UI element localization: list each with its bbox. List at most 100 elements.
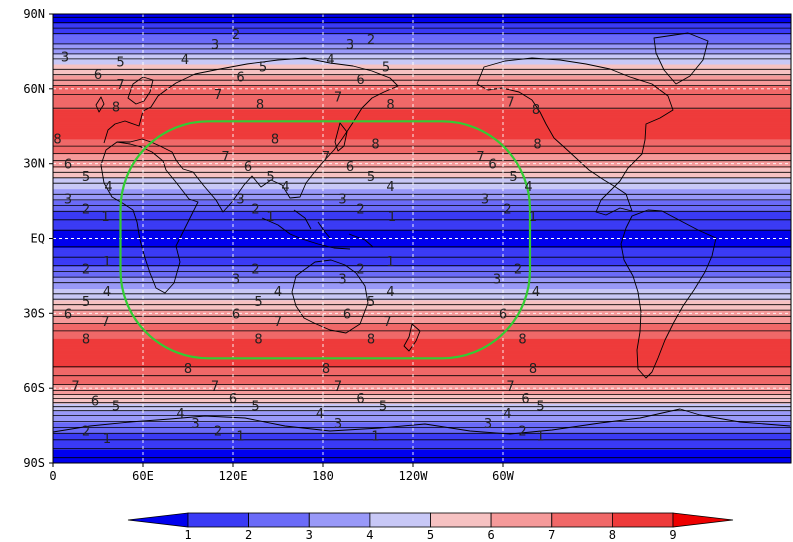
color-band (53, 318, 791, 321)
color-band (53, 434, 791, 437)
color-band (53, 330, 791, 333)
colorbar-segment (430, 512, 492, 528)
contour-value-label: 6 (499, 307, 507, 322)
color-band (53, 111, 791, 114)
color-band (53, 91, 791, 94)
contour-value-label: 1 (266, 210, 274, 225)
contour-value-label: 6 (64, 158, 72, 173)
colorbar-tick-label: 2 (245, 528, 252, 542)
contour-value-label: 7 (221, 150, 229, 165)
color-band (53, 129, 791, 132)
color-band (53, 446, 791, 449)
contour-value-label: 3 (346, 38, 354, 53)
color-band (53, 96, 791, 99)
lat-tick-label: 90N (23, 7, 45, 21)
contour-value-label: 3 (338, 272, 346, 287)
color-band (53, 163, 791, 166)
contour-value-label: 7 (383, 315, 391, 330)
contour-value-label: 7 (101, 315, 109, 330)
contour-value-label: 7 (476, 150, 484, 165)
color-band (53, 191, 791, 193)
color-band (53, 285, 791, 288)
coast-indonesia (261, 209, 374, 250)
color-band (53, 40, 791, 43)
color-band (53, 226, 791, 228)
color-band (53, 376, 791, 379)
color-band (53, 250, 791, 253)
color-band (53, 28, 791, 31)
color-band (53, 431, 791, 434)
lat-tick-label: 30S (23, 306, 45, 320)
color-band (53, 189, 791, 192)
color-band (53, 223, 791, 226)
color-band (53, 106, 791, 109)
contour-value-label: 1 (236, 430, 244, 445)
color-band (53, 131, 791, 134)
color-band (53, 108, 791, 111)
color-band (53, 158, 791, 161)
color-band (53, 239, 791, 242)
color-band (53, 406, 791, 409)
color-band (53, 70, 791, 72)
color-band (53, 260, 791, 263)
contour-value-label: 8 (529, 362, 537, 377)
color-band (53, 383, 791, 386)
color-band (53, 203, 791, 206)
color-band (53, 368, 791, 371)
color-band (53, 202, 791, 205)
contour-value-label: 8 (82, 332, 90, 347)
color-band (53, 449, 791, 452)
color-band (53, 154, 791, 157)
color-band (53, 76, 791, 79)
contour-value-label: 4 (532, 285, 540, 300)
color-band (53, 68, 791, 71)
color-band (53, 71, 791, 74)
contour-value-label: 4 (386, 180, 394, 195)
contour-value-label: 8 (271, 133, 279, 148)
color-band (53, 332, 791, 334)
color-band (53, 348, 791, 351)
color-band (53, 344, 791, 347)
contour-value-label: 1 (536, 430, 544, 445)
color-band (53, 299, 791, 302)
color-band (53, 117, 791, 120)
color-band (53, 258, 791, 261)
color-band (53, 105, 791, 107)
color-band (53, 353, 791, 356)
contour-value-label: 3 (232, 272, 240, 287)
contour-value-label: 8 (386, 98, 394, 113)
color-band (53, 231, 791, 233)
lon-tick-label: 120W (399, 469, 429, 483)
color-band (53, 88, 791, 91)
color-band (53, 308, 791, 311)
contour-value-label: 5 (254, 295, 262, 310)
color-band (53, 217, 791, 220)
contour-value-label: 7 (506, 380, 514, 395)
contour-value-label: 7 (274, 315, 282, 330)
color-band (53, 58, 791, 61)
contour-value-label: 5 (82, 170, 90, 185)
color-band (53, 305, 791, 308)
color-band (53, 439, 791, 442)
color-band (53, 453, 791, 455)
color-band (53, 174, 791, 177)
contour-value-label: 2 (82, 425, 90, 440)
color-band (53, 35, 791, 38)
color-band (53, 236, 791, 238)
color-band (53, 324, 791, 327)
color-band (53, 173, 791, 176)
contour-value-label: 7 (214, 88, 222, 103)
color-band (53, 461, 791, 463)
color-band (53, 50, 791, 53)
contour-value-label: 4 (524, 180, 532, 195)
coast-south-america (620, 209, 717, 379)
color-band (53, 228, 791, 231)
color-band (53, 36, 791, 39)
color-band (53, 262, 791, 265)
colorbar-lower-triangle (127, 512, 189, 528)
color-band (53, 55, 791, 58)
colorbar-segment (490, 512, 553, 528)
contour-value-label: 3 (493, 272, 501, 287)
color-band (53, 300, 791, 303)
color-band (53, 17, 791, 20)
